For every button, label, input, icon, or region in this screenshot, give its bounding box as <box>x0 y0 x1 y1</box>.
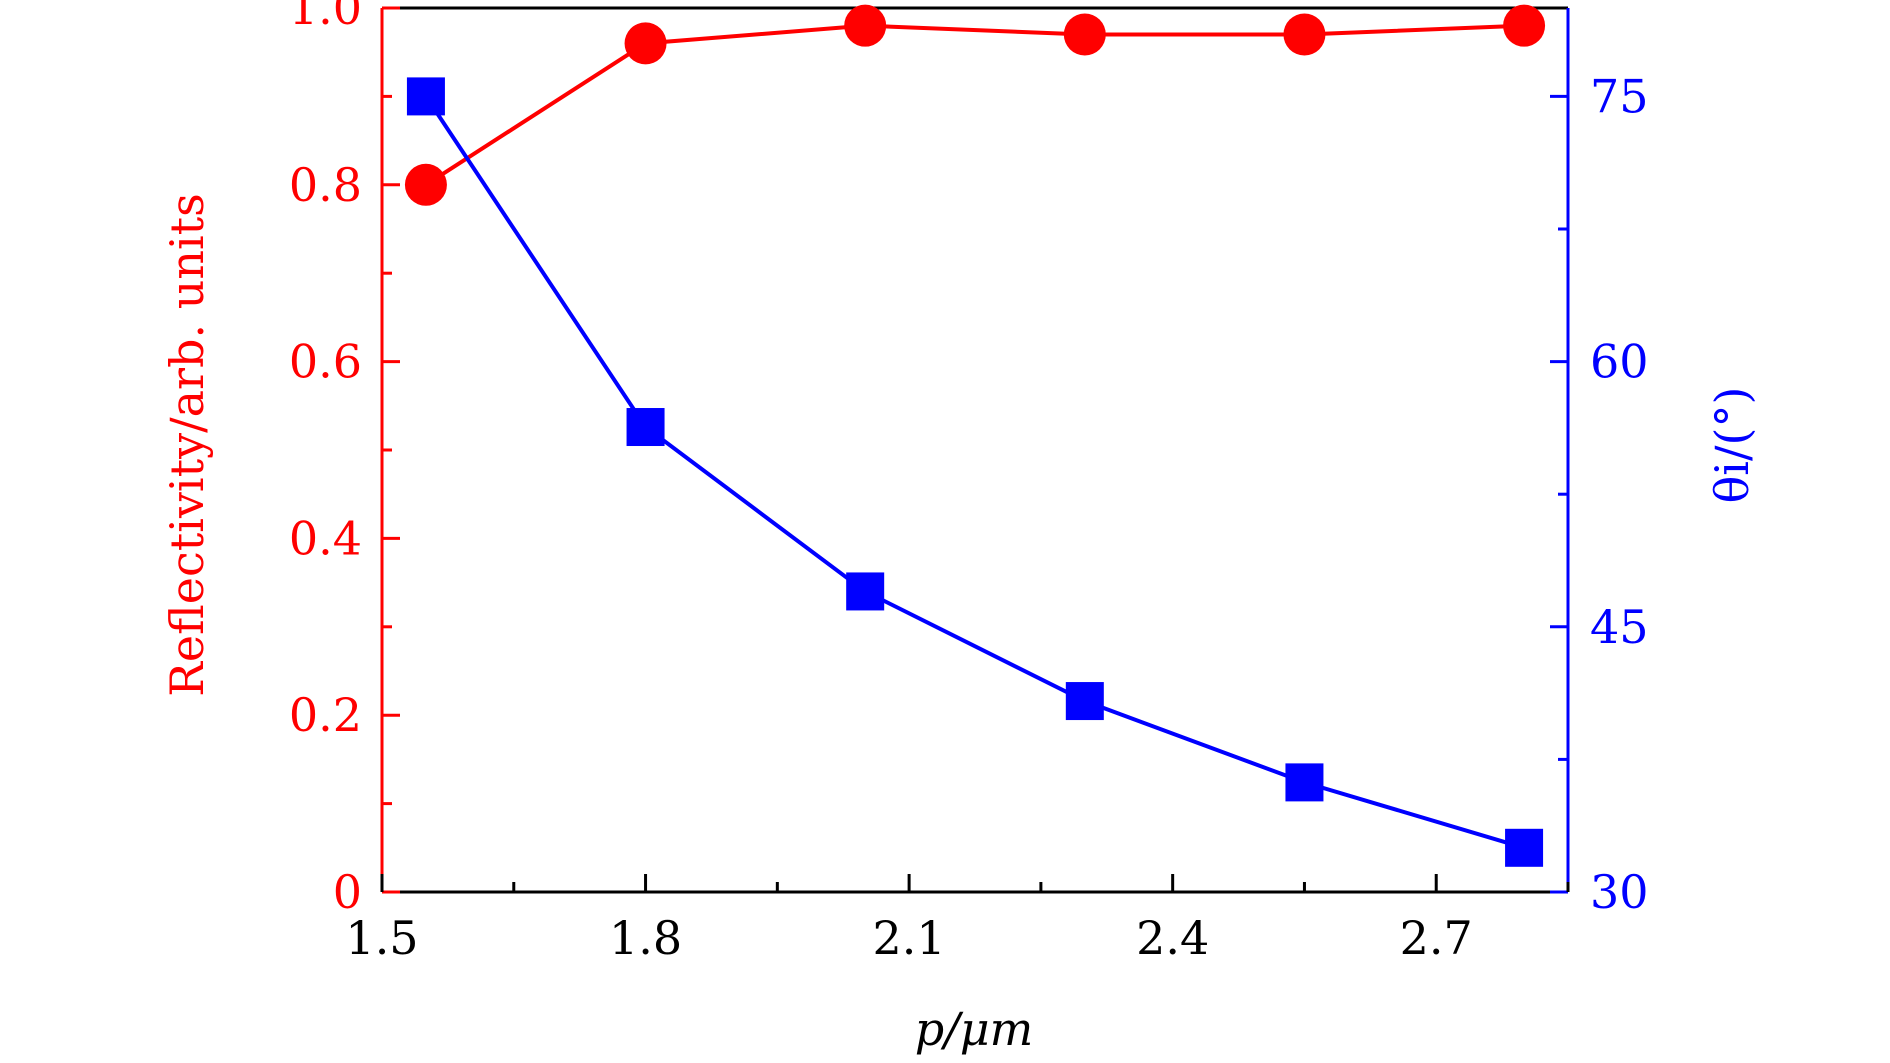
angle-point <box>1285 763 1324 802</box>
angle-point <box>626 408 665 447</box>
series-layer <box>404 4 1546 867</box>
x-axis-ticks: 1.5 1.8 2.1 2.4 2.7 <box>345 874 1570 965</box>
reflectivity-point <box>844 4 887 47</box>
left-y-tick-label: 0.8 <box>289 158 362 212</box>
left-axis-ticks: 0 0.2 0.4 0.6 0.8 1.0 <box>289 0 400 919</box>
right-y-axis-title: θi/(°) <box>1705 387 1759 504</box>
left-y-axis-title: Reflectivity/arb. units <box>160 193 214 697</box>
left-y-tick-label: 0.6 <box>289 335 362 389</box>
reflectivity-point <box>624 22 667 65</box>
reflectivity-point <box>1063 13 1106 56</box>
x-tick-label: 2.1 <box>873 911 946 965</box>
x-axis-title: p/μm <box>915 1002 1033 1056</box>
axes <box>380 6 1570 894</box>
left-y-tick-label: 0.2 <box>289 688 362 742</box>
x-tick-label: 1.8 <box>609 911 682 965</box>
x-tick-label: 1.5 <box>345 911 418 965</box>
left-y-tick-label: 1.0 <box>289 0 362 35</box>
reflectivity-point <box>404 163 447 206</box>
reflectivity-point <box>1283 13 1326 56</box>
left-y-tick-label: 0.4 <box>289 511 362 565</box>
right-y-tick-label: 45 <box>1590 600 1649 654</box>
right-y-tick-label: 60 <box>1590 335 1649 389</box>
right-y-tick-label: 30 <box>1590 865 1649 919</box>
reflectivity-point <box>1503 4 1546 47</box>
right-axis-ticks: 30 45 60 75 <box>1550 69 1649 919</box>
reflectivity-series-line <box>424 23 1525 187</box>
x-tick-label: 2.4 <box>1136 911 1209 965</box>
x-tick-label: 2.7 <box>1400 911 1473 965</box>
angle-point <box>1065 682 1104 721</box>
right-y-tick-label: 75 <box>1590 69 1649 123</box>
left-y-tick-label: 0 <box>333 865 362 919</box>
angle-point <box>846 572 885 611</box>
angle-series-line <box>424 95 1525 850</box>
angle-point <box>406 77 445 116</box>
angle-point <box>1505 828 1544 867</box>
